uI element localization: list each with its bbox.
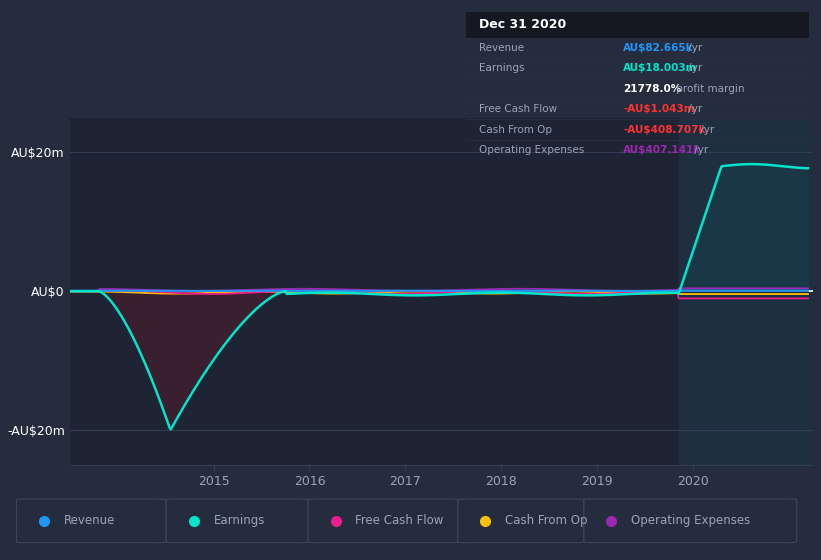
Text: -AU$408.707k: -AU$408.707k <box>623 124 706 134</box>
FancyBboxPatch shape <box>16 499 166 543</box>
Text: /yr: /yr <box>686 104 703 114</box>
Text: -AU$1.043m: -AU$1.043m <box>623 104 695 114</box>
Text: 21778.0%: 21778.0% <box>623 84 681 94</box>
Text: AU$82.665k: AU$82.665k <box>623 43 694 53</box>
Text: /yr: /yr <box>686 43 703 53</box>
Bar <box>679 118 813 465</box>
FancyBboxPatch shape <box>458 499 584 543</box>
Text: /yr: /yr <box>691 145 709 155</box>
Bar <box>466 12 809 38</box>
Text: Operating Expenses: Operating Expenses <box>479 145 585 155</box>
Text: Earnings: Earnings <box>479 63 525 73</box>
Text: Cash From Op: Cash From Op <box>479 124 553 134</box>
FancyBboxPatch shape <box>166 499 308 543</box>
Text: AU$18.003m: AU$18.003m <box>623 63 698 73</box>
Text: /yr: /yr <box>686 63 703 73</box>
Text: Free Cash Flow: Free Cash Flow <box>479 104 557 114</box>
Text: Operating Expenses: Operating Expenses <box>631 514 750 528</box>
Text: Earnings: Earnings <box>213 514 265 528</box>
FancyBboxPatch shape <box>308 499 458 543</box>
Text: profit margin: profit margin <box>672 84 745 94</box>
Text: /yr: /yr <box>698 124 715 134</box>
Text: Dec 31 2020: Dec 31 2020 <box>479 18 566 31</box>
Text: AU$407.141k: AU$407.141k <box>623 145 702 155</box>
Text: Revenue: Revenue <box>479 43 525 53</box>
FancyBboxPatch shape <box>584 499 796 543</box>
Text: Revenue: Revenue <box>64 514 115 528</box>
Text: Free Cash Flow: Free Cash Flow <box>355 514 443 528</box>
Text: Cash From Op: Cash From Op <box>505 514 588 528</box>
